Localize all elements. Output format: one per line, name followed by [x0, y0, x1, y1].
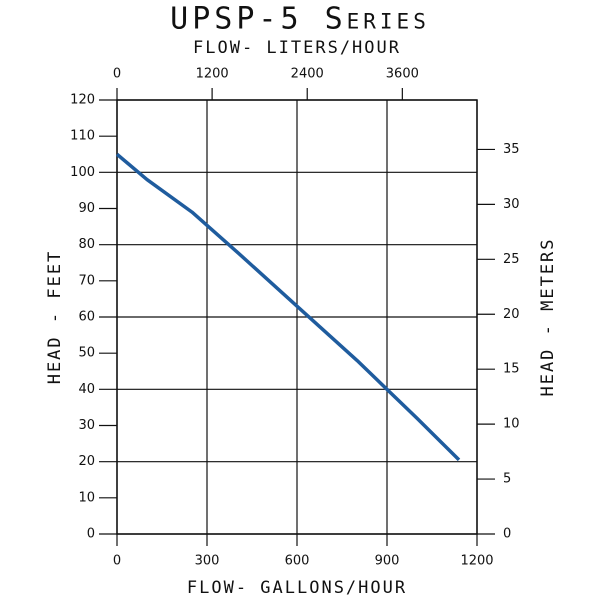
- curve: [115, 152, 461, 462]
- y-tick-label: 70: [78, 273, 95, 288]
- y2-tick-label: 30: [503, 197, 520, 212]
- x2-tick-label: 0: [113, 67, 121, 82]
- y2-axis-label: HEAD - METERS: [538, 237, 558, 396]
- x2-axis-label: FLOW- LITERS/HOUR: [193, 38, 401, 58]
- y2-tick-label: 10: [503, 417, 520, 432]
- y2-tick-label: 20: [503, 307, 520, 322]
- x-tick-label: 0: [113, 554, 121, 569]
- y2-tick-label: 0: [503, 527, 511, 542]
- y-tick-label: 110: [70, 129, 95, 144]
- x-tick-label: 300: [195, 554, 220, 569]
- chart-title: UPSP-5 Series: [170, 2, 430, 37]
- y-tick-label: 0: [87, 527, 95, 542]
- y-tick-label: 30: [78, 418, 95, 433]
- y-tick-label: 80: [78, 237, 95, 252]
- y-tick-label: 100: [70, 165, 95, 180]
- y-tick-label: 20: [78, 454, 95, 469]
- y-tick-label: 90: [78, 201, 95, 216]
- y2-tick-label: 35: [503, 142, 520, 157]
- y-tick-label: 10: [78, 490, 95, 505]
- y-tick-label: 50: [78, 346, 95, 361]
- x-tick-label: 1200: [460, 554, 493, 569]
- y2-tick-label: 15: [503, 362, 520, 377]
- x-tick-label: 900: [375, 554, 400, 569]
- y-tick-label: 120: [70, 93, 95, 108]
- x-tick-label: 600: [285, 554, 310, 569]
- y2-tick-label: 25: [503, 252, 520, 267]
- y-axis-label: HEAD - FEET: [45, 250, 65, 385]
- y-tick-label: 60: [78, 310, 95, 325]
- x2-tick-label: 2400: [291, 67, 324, 82]
- x2-tick-label: 1200: [196, 67, 229, 82]
- y-tick-label: 40: [78, 382, 95, 397]
- x-axis-label: FLOW- GALLONS/HOUR: [187, 578, 407, 598]
- x2-tick-label: 3600: [386, 67, 419, 82]
- y2-tick-label: 5: [503, 472, 511, 487]
